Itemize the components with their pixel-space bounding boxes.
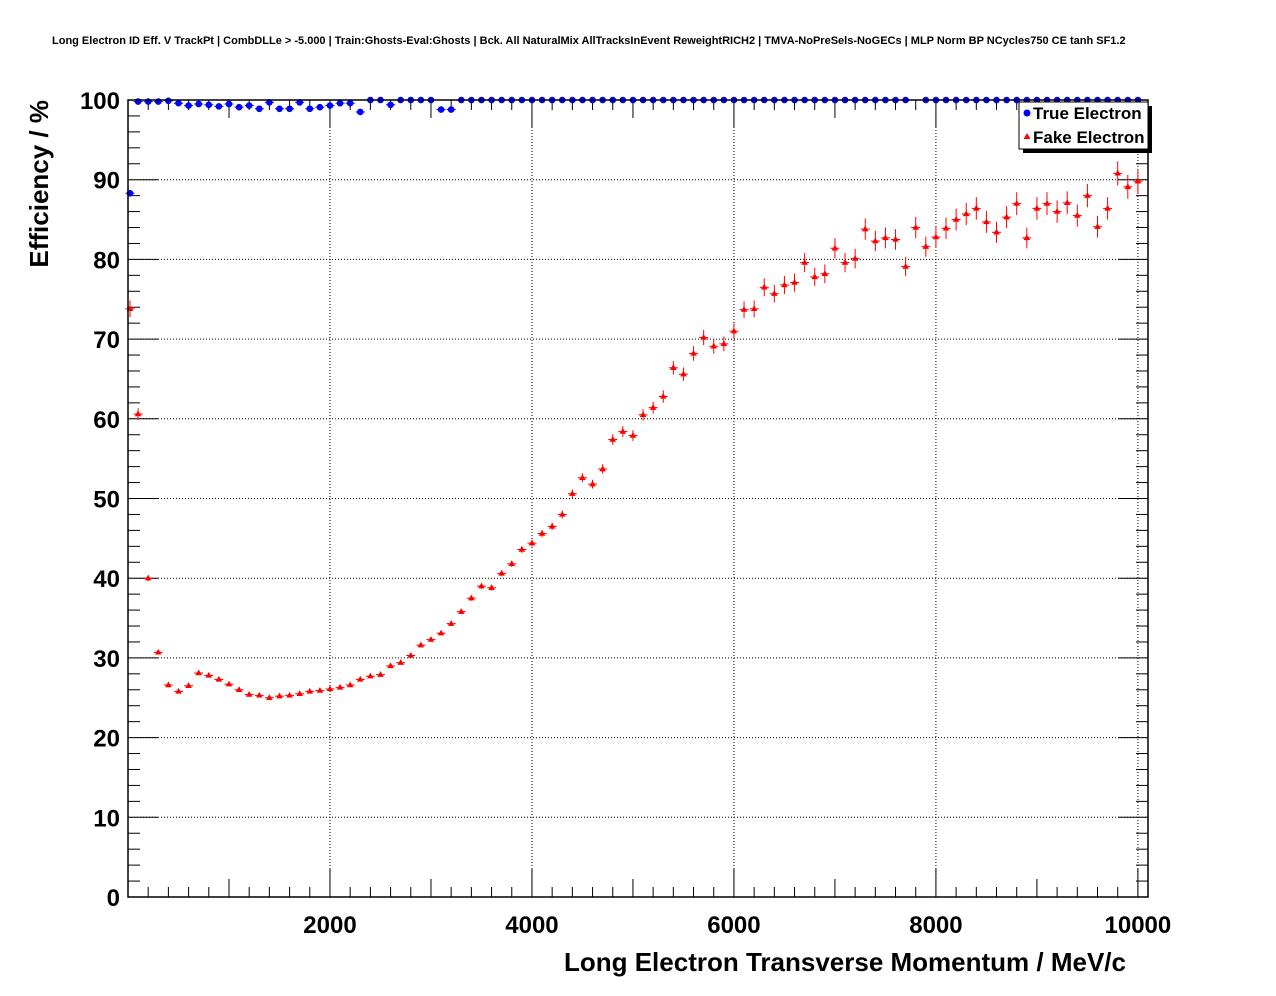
legend-true-electron-marker: [1024, 110, 1031, 117]
y-tick-label: 50: [93, 487, 120, 514]
marker-circle: [185, 102, 192, 109]
y-tick-label: 10: [93, 805, 120, 832]
marker-circle: [317, 104, 324, 111]
marker-circle: [226, 101, 233, 108]
legend: True Electron Fake Electron: [1019, 102, 1152, 153]
x-tick-label: 6000: [707, 912, 760, 939]
marker-circle: [236, 104, 243, 111]
marker-circle: [327, 102, 334, 109]
marker-circle: [246, 102, 253, 109]
marker-circle: [195, 101, 202, 108]
y-tick-label: 90: [93, 168, 120, 195]
marker-circle: [175, 100, 182, 107]
marker-circle: [357, 109, 364, 116]
marker-circle: [165, 97, 172, 104]
y-tick-label: 80: [93, 247, 120, 274]
marker-circle: [256, 105, 263, 112]
y-axis-label: Efficiency / %: [24, 100, 54, 268]
legend-fake-electron-label: Fake Electron: [1033, 128, 1145, 147]
x-axis-label: Long Electron Transverse Momentum / MeV/…: [564, 947, 1126, 977]
marker-circle: [216, 103, 223, 110]
chart-title: Long Electron ID Eff. V TrackPt | CombDL…: [52, 35, 1126, 47]
y-tick-label: 30: [93, 646, 120, 673]
marker-circle: [205, 101, 212, 108]
marker-circle: [387, 101, 394, 108]
y-tick-label: 0: [107, 885, 120, 912]
marker-circle: [306, 105, 313, 112]
marker-circle: [347, 100, 354, 107]
marker-circle: [276, 105, 283, 112]
y-tick-label: 100: [80, 88, 120, 115]
marker-circle: [448, 106, 455, 113]
y-tick-label: 70: [93, 327, 120, 354]
y-tick-label: 60: [93, 407, 120, 434]
y-tick-label: 40: [93, 566, 120, 593]
x-tick-label: 10000: [1105, 912, 1172, 939]
legend-true-electron-label: True Electron: [1033, 104, 1142, 123]
marker-circle: [286, 105, 293, 112]
x-tick-label: 8000: [909, 912, 962, 939]
marker-circle: [438, 106, 445, 113]
y-tick-label: 20: [93, 726, 120, 753]
x-tick-label: 4000: [505, 912, 558, 939]
x-tick-label: 2000: [303, 912, 356, 939]
marker-circle: [337, 100, 344, 107]
